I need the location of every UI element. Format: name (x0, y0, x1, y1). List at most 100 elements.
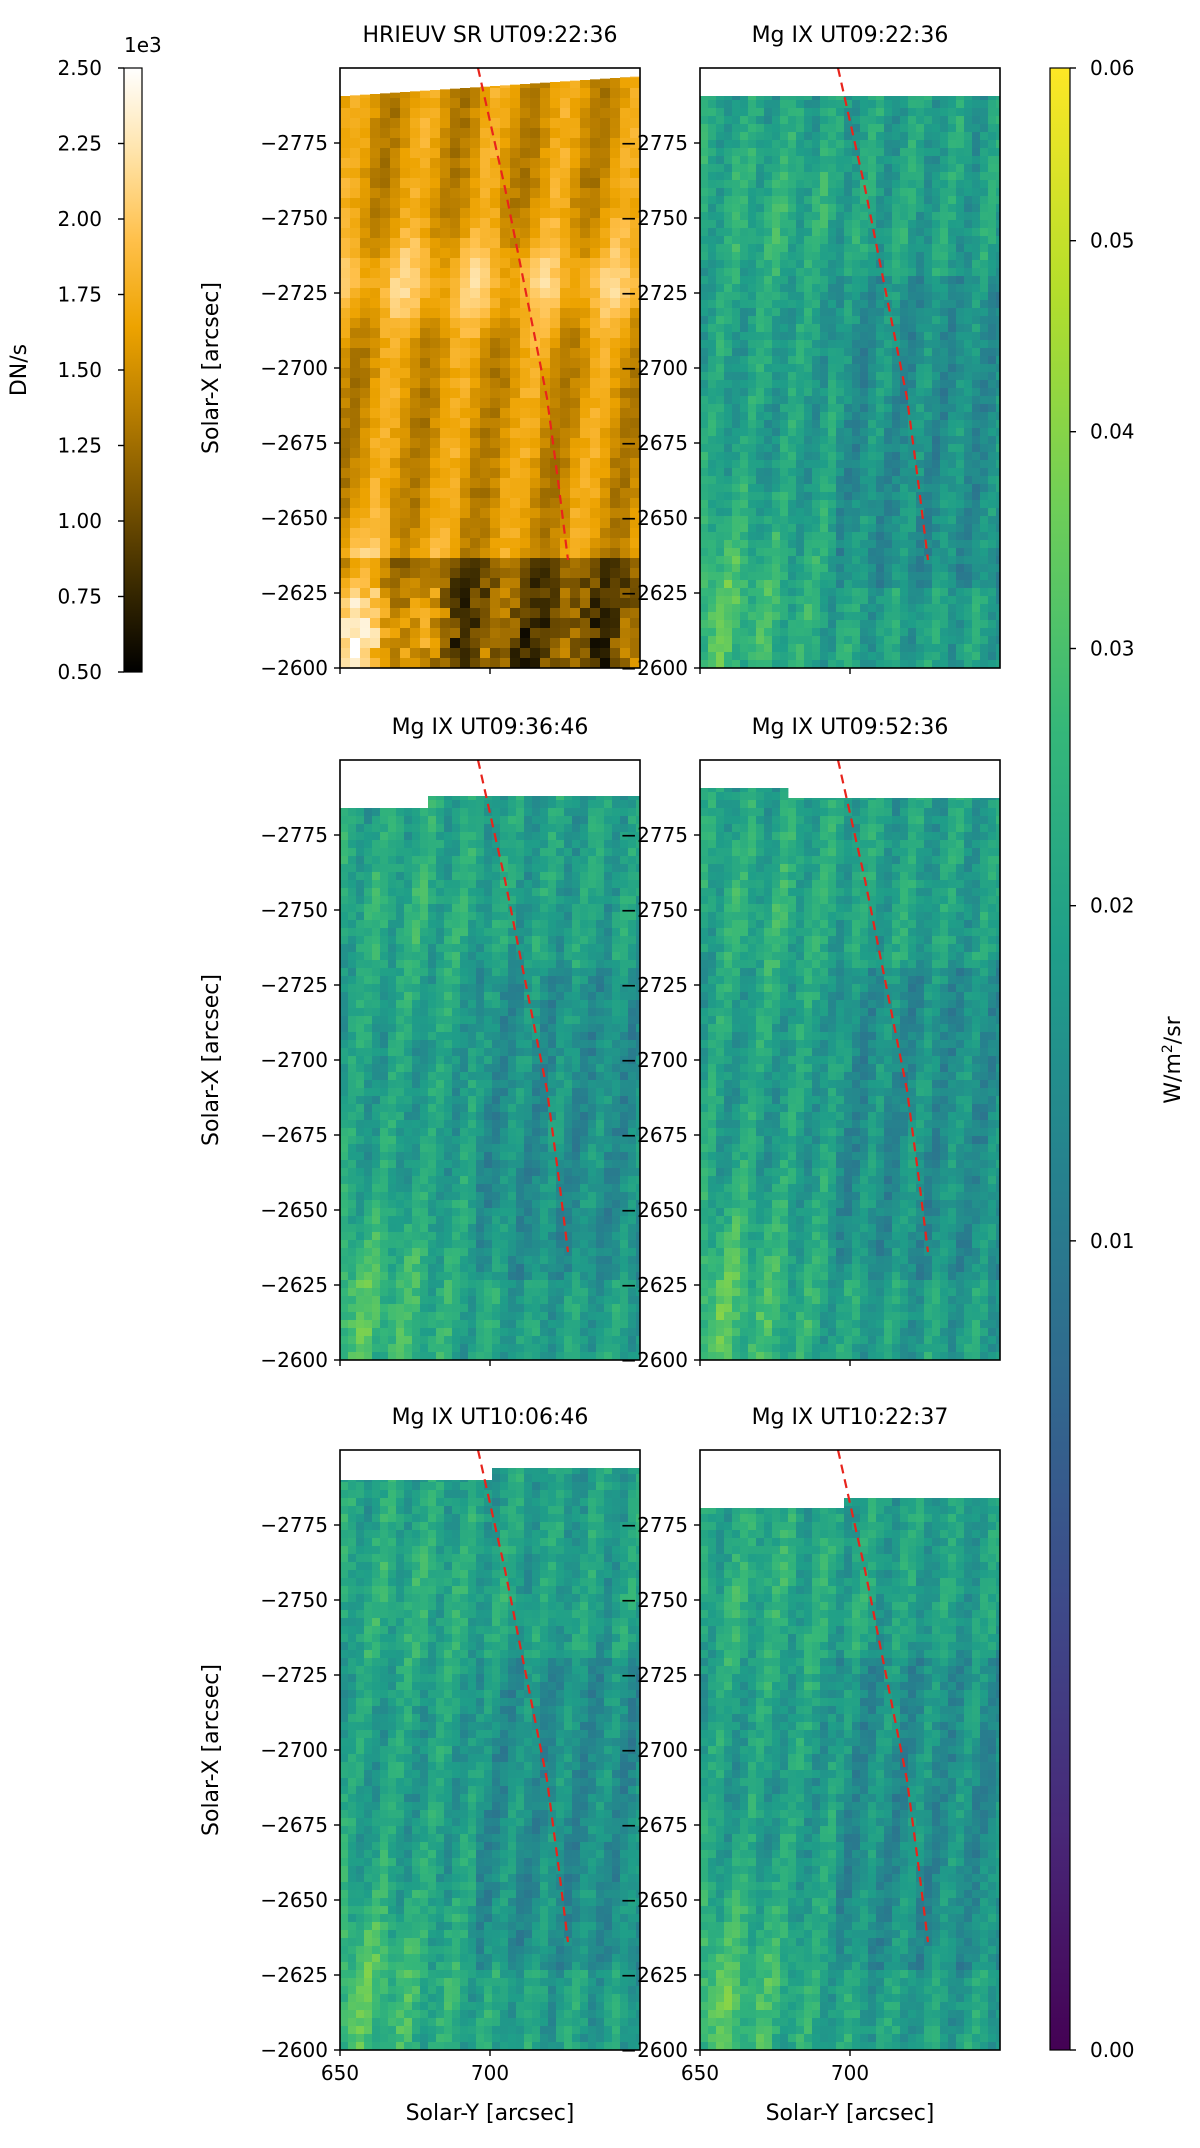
image-pixel (604, 856, 612, 864)
image-pixel (756, 612, 764, 620)
image-pixel (468, 840, 476, 848)
image-pixel (964, 116, 972, 124)
image-pixel (932, 460, 940, 468)
image-pixel (820, 612, 828, 620)
image-pixel (590, 228, 601, 239)
image-pixel (788, 236, 796, 244)
image-pixel (340, 816, 348, 824)
image-pixel (348, 808, 356, 816)
image-pixel (756, 396, 764, 404)
image-pixel (940, 236, 948, 244)
image-pixel (440, 468, 451, 479)
image-pixel (820, 340, 828, 348)
image-pixel (876, 356, 884, 364)
image-pixel (440, 268, 451, 279)
image-pixel (868, 300, 876, 308)
image-pixel (610, 188, 621, 199)
image-pixel (340, 548, 351, 559)
image-pixel (924, 620, 932, 628)
image-pixel (780, 380, 788, 388)
image-pixel (788, 252, 796, 260)
image-pixel (350, 148, 361, 159)
image-pixel (630, 158, 641, 169)
image-pixel (700, 476, 708, 484)
image-pixel (340, 388, 351, 399)
image-pixel (540, 328, 551, 339)
image-pixel (804, 556, 812, 564)
image-pixel (972, 260, 980, 268)
image-pixel (570, 358, 581, 369)
image-pixel (748, 132, 756, 140)
image-pixel (460, 178, 471, 189)
image-pixel (900, 220, 908, 228)
image-pixel (900, 332, 908, 340)
image-pixel (828, 332, 836, 340)
image-pixel (428, 848, 436, 856)
image-pixel (620, 238, 631, 249)
image-pixel (596, 840, 604, 848)
image-pixel (844, 268, 852, 276)
image-pixel (764, 604, 772, 612)
image-pixel (428, 880, 436, 888)
image-pixel (836, 412, 844, 420)
image-pixel (724, 444, 732, 452)
image-pixel (724, 148, 732, 156)
image-pixel (812, 316, 820, 324)
image-pixel (708, 180, 716, 188)
image-pixel (590, 538, 601, 549)
image-pixel (600, 278, 611, 289)
image-pixel (796, 380, 804, 388)
image-pixel (788, 548, 796, 556)
image-pixel (764, 436, 772, 444)
image-pixel (580, 498, 591, 509)
image-pixel (580, 108, 591, 119)
image-pixel (868, 124, 876, 132)
image-pixel (340, 328, 351, 339)
image-pixel (716, 484, 724, 492)
image-pixel (980, 228, 988, 236)
image-pixel (884, 116, 892, 124)
image-pixel (772, 492, 780, 500)
image-pixel (560, 638, 571, 649)
image-pixel (876, 140, 884, 148)
image-pixel (530, 168, 541, 179)
image-pixel (892, 580, 900, 588)
image-pixel (600, 198, 611, 209)
image-pixel (860, 324, 868, 332)
image-pixel (748, 404, 756, 412)
image-pixel (828, 172, 836, 180)
image-pixel (510, 548, 521, 559)
image-pixel (410, 148, 421, 159)
image-pixel (900, 196, 908, 204)
image-pixel (610, 628, 621, 639)
image-pixel (410, 168, 421, 179)
image-pixel (836, 204, 844, 212)
image-pixel (772, 324, 780, 332)
image-pixel (420, 348, 431, 359)
image-pixel (548, 808, 556, 816)
image-pixel (924, 612, 932, 620)
image-pixel (836, 308, 844, 316)
image-pixel (940, 484, 948, 492)
image-pixel (796, 156, 804, 164)
image-pixel (364, 880, 372, 888)
image-pixel (972, 436, 980, 444)
image-pixel (716, 492, 724, 500)
image-pixel (852, 396, 860, 404)
image-pixel (764, 364, 772, 372)
image-pixel (900, 96, 908, 100)
image-pixel (724, 452, 732, 460)
image-pixel (360, 338, 371, 349)
image-pixel (450, 368, 461, 379)
image-pixel (964, 156, 972, 164)
image-pixel (540, 568, 551, 579)
image-pixel (868, 324, 876, 332)
image-pixel (500, 298, 511, 309)
image-pixel (556, 872, 564, 880)
image-pixel (450, 548, 461, 559)
image-pixel (500, 418, 511, 429)
image-pixel (964, 564, 972, 572)
image-pixel (740, 524, 748, 532)
image-pixel (948, 148, 956, 156)
panel-p3: Mg IX UT09:36:46−2775−2750−2725−2700−267… (199, 715, 644, 1372)
